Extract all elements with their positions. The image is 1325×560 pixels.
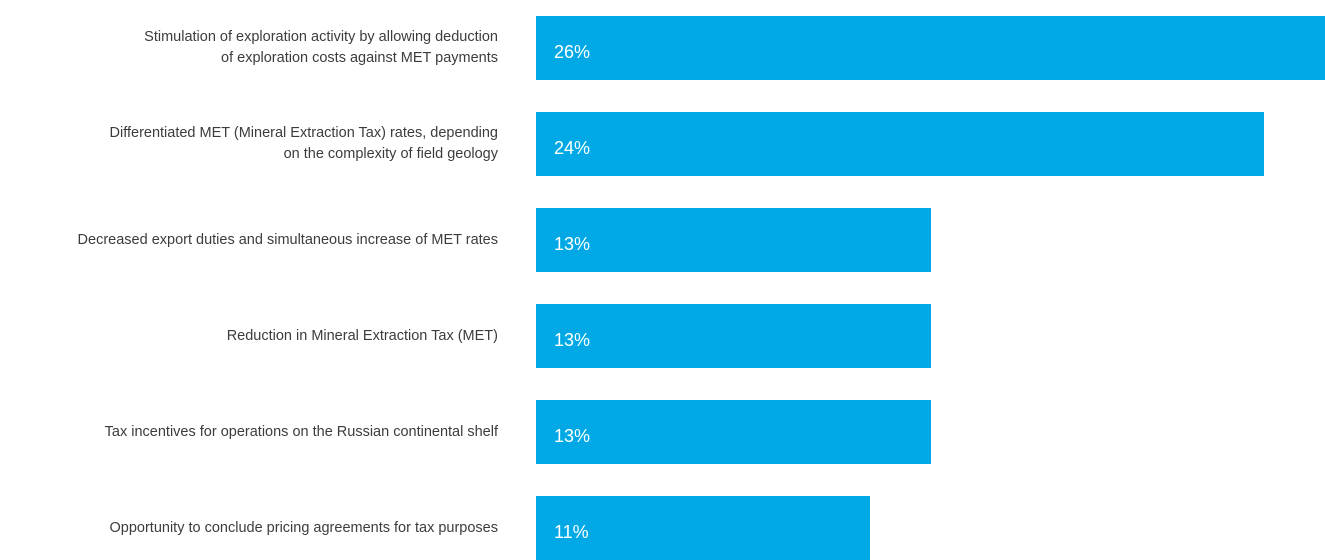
category-label: Reduction in Mineral Extraction Tax (MET…	[226, 327, 498, 344]
bar: 13%	[536, 208, 931, 272]
bar-value-label: 26%	[554, 41, 591, 62]
bar-value-label: 13%	[554, 233, 591, 254]
bar-row: Differentiated MET (Mineral Extraction T…	[0, 112, 1325, 176]
bar-value-label: 11%	[554, 521, 589, 542]
bar-row: Opportunity to conclude pricing agreemen…	[0, 496, 1325, 560]
category-label: Opportunity to conclude pricing agreemen…	[109, 519, 499, 536]
bar: 11%	[536, 496, 870, 560]
bar: 24%	[536, 112, 1264, 176]
bar-value-label: 24%	[554, 137, 591, 158]
bar: 13%	[536, 304, 931, 368]
category-label: Differentiated MET (Mineral Extraction T…	[109, 125, 498, 162]
bar-row: Tax incentives for operations on the Rus…	[0, 400, 1325, 464]
bar-row: Decreased export duties and simultaneous…	[0, 208, 1325, 272]
bar-value-label: 13%	[554, 329, 591, 350]
bar-row: Stimulation of exploration activity by a…	[0, 16, 1325, 80]
category-label: Tax incentives for operations on the Rus…	[104, 423, 498, 440]
category-label: Decreased export duties and simultaneous…	[77, 231, 498, 248]
bar: 26%	[536, 16, 1325, 80]
category-label: Stimulation of exploration activity by a…	[144, 29, 498, 66]
bar: 13%	[536, 400, 931, 464]
bar-row: Reduction in Mineral Extraction Tax (MET…	[0, 304, 1325, 368]
bar-value-label: 13%	[554, 425, 591, 446]
